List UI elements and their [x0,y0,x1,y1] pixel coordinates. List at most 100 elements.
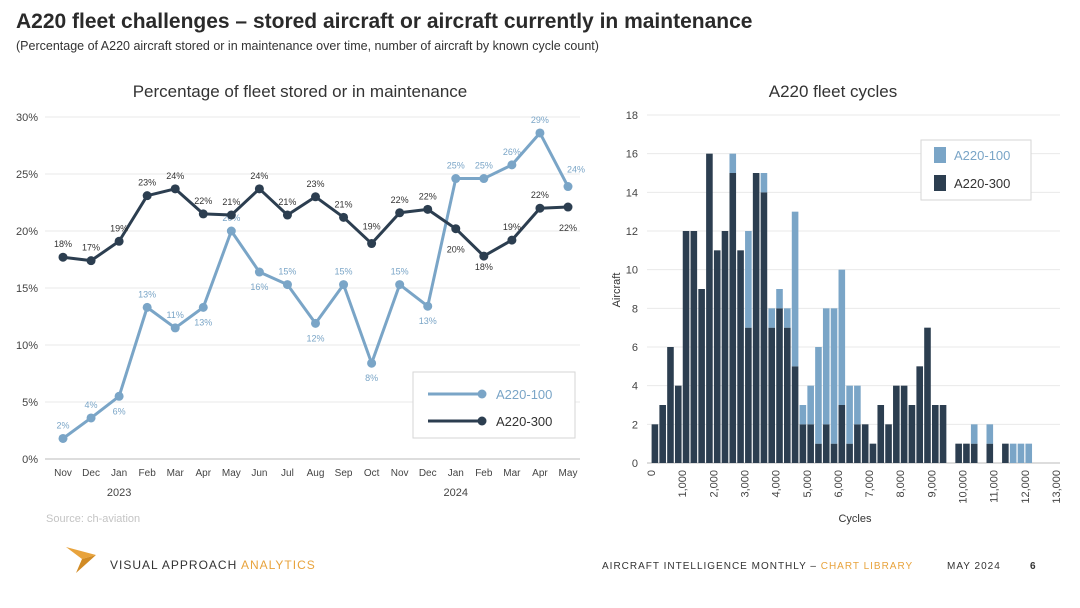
page-number: 6 [1030,561,1036,572]
line-data-label: 18% [54,239,72,249]
line-chart-ytick: 0% [22,454,38,466]
line-data-label: 21% [278,197,296,207]
line-chart-legend: A220-100 A220-300 [412,371,576,439]
line-data-label: 18% [475,262,493,272]
line-data-label: 15% [335,267,353,277]
line-data-label: 11% [167,310,184,320]
line-chart-xtick: Aug [307,468,325,479]
line-chart-xtick: Oct [364,468,380,479]
line-data-label: 25% [447,161,465,171]
line-point [423,204,433,214]
line-chart-year-label: 2024 [444,487,468,499]
line-data-label: 15% [278,267,296,277]
line-chart-xtick: Dec [419,468,437,479]
publication-main: AIRCRAFT INTELLIGENCE MONTHLY – [602,561,821,572]
line-point [339,280,349,290]
line-data-label: 13% [138,289,156,299]
line-chart-xtick: Dec [82,468,100,479]
line-point [226,226,236,236]
legend-label: A220-100 [496,387,552,402]
line-point [535,203,545,213]
line-chart-xtick: Nov [391,468,409,479]
line-chart-xtick: Jun [251,468,267,479]
line-chart-ytick: 10% [16,340,38,352]
line-data-label: 17% [82,243,100,253]
line-data-label: 16% [250,282,268,292]
line-data-label: 4% [85,400,98,410]
line-data-label: 8% [365,373,378,383]
line-chart-ytick: 25% [16,169,38,181]
line-point [423,301,433,311]
line-chart-xtick: Apr [532,468,548,479]
line-point [395,280,405,290]
line-point [86,256,96,266]
line-data-label: 6% [113,406,126,416]
line-data-label: 19% [110,223,128,233]
line-point [282,280,292,290]
line-point [282,210,292,220]
line-point [311,192,320,202]
line-point [451,174,461,184]
brand-logo-icon [66,547,96,573]
line-chart-ytick: 5% [22,397,38,409]
line-point [339,212,349,222]
brand-name-main: VISUAL APPROACH [110,558,238,572]
brand-name-accent: ANALYTICS [240,558,316,572]
publication-name: AIRCRAFT INTELLIGENCE MONTHLY – CHART LI… [602,561,913,572]
line-chart-xtick: Feb [475,468,493,479]
line-data-label: 22% [194,196,212,206]
line-data-label: 23% [138,178,156,188]
legend-label: A220-300 [496,414,552,429]
line-chart-xtick: Feb [139,468,157,479]
line-chart-xtick: Apr [195,468,211,479]
line-chart-xtick: Nov [54,468,72,479]
line-chart-xtick: Jul [281,468,294,479]
line-chart-xtick: Jan [448,468,464,479]
line-chart-xtick: May [559,468,578,479]
line-point [254,184,264,194]
line-data-label: 13% [419,316,437,326]
page-title: A220 fleet challenges – stored aircraft … [16,10,753,33]
line-point [479,251,489,261]
line-chart-ytick: 20% [16,226,38,238]
line-chart-ytick: 15% [16,283,38,295]
line-point [142,302,152,312]
line-point [198,302,208,312]
legend-marker [477,416,487,426]
line-data-label: 21% [222,197,240,207]
line-point [367,239,377,249]
line-point [226,210,236,220]
line-chart-title: Percentage of fleet stored or in mainten… [133,82,468,101]
line-point [254,267,264,277]
line-point [114,236,124,246]
line-point [198,209,208,219]
line-data-label: 21% [335,199,353,209]
line-point [58,433,68,443]
line-data-label: 13% [194,317,212,327]
line-point [563,202,573,212]
line-data-label: 22% [531,190,549,200]
line-data-label: 12% [306,333,324,343]
line-point [507,160,517,170]
line-chart-ytick: 30% [16,112,38,124]
publication-accent: CHART LIBRARY [820,561,914,572]
line-chart-year-label: 2023 [107,487,131,499]
publication-date: MAY 2024 [947,561,1001,572]
line-data-label: 24% [567,165,585,175]
page-subtitle: (Percentage of A220 aircraft stored or i… [16,39,599,53]
line-point [563,182,573,192]
line-chart-xtick: Mar [503,468,521,479]
line-point [367,358,377,368]
line-data-label: 22% [559,223,577,233]
source-note: Source: ch-aviation [46,513,141,525]
line-data-label: 24% [250,171,268,181]
line-point [395,208,405,218]
line-point [507,235,517,245]
line-data-label: 19% [363,222,381,232]
line-data-label: 24% [166,171,184,181]
line-point [535,128,545,138]
line-point [479,174,489,184]
brand-name: VISUAL APPROACH ANALYTICS [110,558,316,572]
line-chart-xtick: Jan [111,468,127,479]
